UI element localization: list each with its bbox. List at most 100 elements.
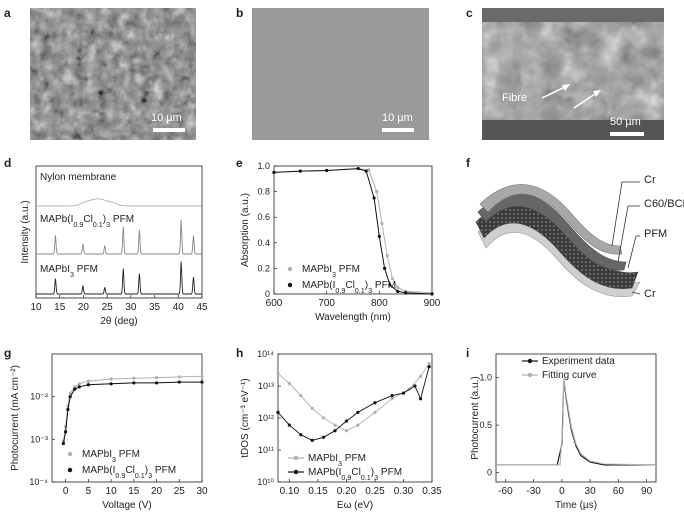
panel-f-letter: f [466,156,470,170]
tdos-ytick-label-0: 10¹⁰ [257,477,274,487]
iv-xtick-label-1: 5 [86,486,92,497]
iv-point-1-4 [73,387,77,391]
absorption-point-0-5 [375,190,379,194]
absorption-ytick-label-1: 0.2 [257,263,270,273]
tdos-point-0-7 [356,423,360,427]
absorption-ytick-label-0: 0 [265,289,270,299]
tdos-point-1-8 [373,401,377,405]
transient-ytick-label-2: 1.0 [479,373,492,383]
iv-frame [51,353,203,483]
scale-bar-b [382,128,414,132]
tdos-point-0-4 [322,416,326,420]
absorption-point-1-5 [372,196,376,200]
iv-ylabel: Photocurrent (mA cm⁻²) [10,365,21,471]
sem-texture-c [482,8,664,140]
absorption-ytick-label-5: 1.0 [257,161,270,171]
tdos-xlabel: Eω (eV) [337,500,373,511]
scale-label-a: 10 µm [151,112,182,124]
transient-ytick-label-1: 0.5 [479,420,492,430]
tdos-xtick-label-4: 0.30 [394,486,414,497]
xrd-xlabel: 2θ (deg) [100,316,137,327]
xrd-series-label-0: Nylon membrane [40,172,117,183]
panel-i-letter: i [466,346,470,360]
iv-point-1-1 [64,430,68,434]
absorption-xtick-label-0: 600 [266,298,283,309]
absorption-frame [273,165,433,295]
absorption-point-1-10 [404,291,408,295]
absorption-xlabel: Wavelength (nm) [315,312,391,323]
layer-label-cr-bottom: Cr [644,288,656,300]
iv-point-1-8 [132,381,136,385]
absorption-point-0-8 [390,277,395,281]
tdos-point-1-9 [390,394,394,398]
xrd-xtick-label-3: 25 [102,302,114,313]
transient-ylabel: Photocurrent (a.u.) [470,376,481,459]
scale-label-c: 50 µm [610,116,641,128]
iv-ytick-label-2: 10⁻² [30,392,48,402]
iv-point-1-10 [177,380,181,384]
fibre-label: Fibre [502,92,528,104]
absorption-point-0-6 [380,222,384,226]
tdos-point-1-0 [276,410,280,414]
transient-xtick-label-4: 60 [613,486,625,497]
transient-frame [495,353,657,483]
tdos-point-1-2 [299,433,303,437]
transient-xtick-label-3: 30 [585,486,597,497]
xrd-xtick-label-6: 40 [173,302,185,313]
absorption-ytick-label-2: 0.4 [257,238,270,248]
xrd-xtick-label-7: 45 [196,302,208,313]
iv-point-0-4 [73,385,77,389]
absorption-point-1-3 [356,166,360,171]
layer-label-pfm: PFM [644,228,668,240]
panel-b-letter: b [236,6,244,20]
transient-ytick-label-0: 0 [487,468,492,478]
absorption-legend-marker-0 [287,266,293,272]
tdos-point-0-1 [287,381,292,386]
transient-legend-label-0: Experiment data [542,356,615,367]
sem-texture-a [30,8,196,140]
absorption-xtick-label-2: 800 [371,298,388,309]
iv-point-0-11 [200,374,204,378]
transient-xtick-label-2: 0 [559,486,565,497]
layer-label-cr-top: Cr [644,174,656,186]
absorption-point-0-9 [396,286,400,290]
absorption-ytick-label-4: 0.8 [257,187,270,197]
transient-xtick-label-1: -30 [526,486,541,497]
tdos-point-0-9 [390,397,394,401]
tdos-point-1-5 [333,429,337,433]
tdos-point-1-6 [344,419,349,423]
absorption-ylabel: Absorption (a.u.) [240,193,251,267]
transient-xtick-label-5: 90 [641,486,653,497]
iv-ytick-label-1: 10⁻³ [30,434,48,444]
tdos-point-1-12 [418,397,423,401]
xrd-series-label-2: MAPbI3 PFM [40,264,98,279]
iv-xtick-label-4: 20 [151,486,163,497]
xrd-xtick-label-2: 20 [78,302,90,313]
xrd-xtick-label-0: 10 [30,302,42,313]
iv-legend-marker-0 [67,451,73,457]
iv-point-0-5 [77,382,81,386]
iv-point-1-0 [61,441,65,446]
tdos-point-0-12 [427,362,431,366]
absorption-xtick-label-3: 900 [424,298,441,309]
iv-xlabel: Voltage (V) [102,500,151,511]
absorption-point-1-7 [383,266,387,270]
absorption-legend-marker-1 [287,282,293,288]
transient-series-line-1 [496,378,657,466]
iv-point-1-11 [200,380,204,384]
sem-image-b: 10 µm [252,8,429,140]
tdos-xtick-label-5: 0.35 [422,486,442,497]
transient-xtick-label-0: -60 [498,486,513,497]
absorption-legend-label-0: MAPbI3 PFM [302,264,360,279]
tdos-ytick-label-1: 10¹¹ [258,445,274,455]
tdos-point-0-8 [373,410,377,414]
absorption-point-1-6 [377,234,381,238]
tdos-xtick-label-1: 0.15 [308,486,328,497]
tdos-point-1-10 [401,391,406,395]
absorption-point-1-8 [388,283,392,287]
iv-xtick-label-6: 30 [196,486,208,497]
tdos-point-1-1 [287,423,292,427]
tdos-point-0-0 [276,371,280,375]
tdos-legend-label-0: MAPbI3 PFM [308,453,366,468]
